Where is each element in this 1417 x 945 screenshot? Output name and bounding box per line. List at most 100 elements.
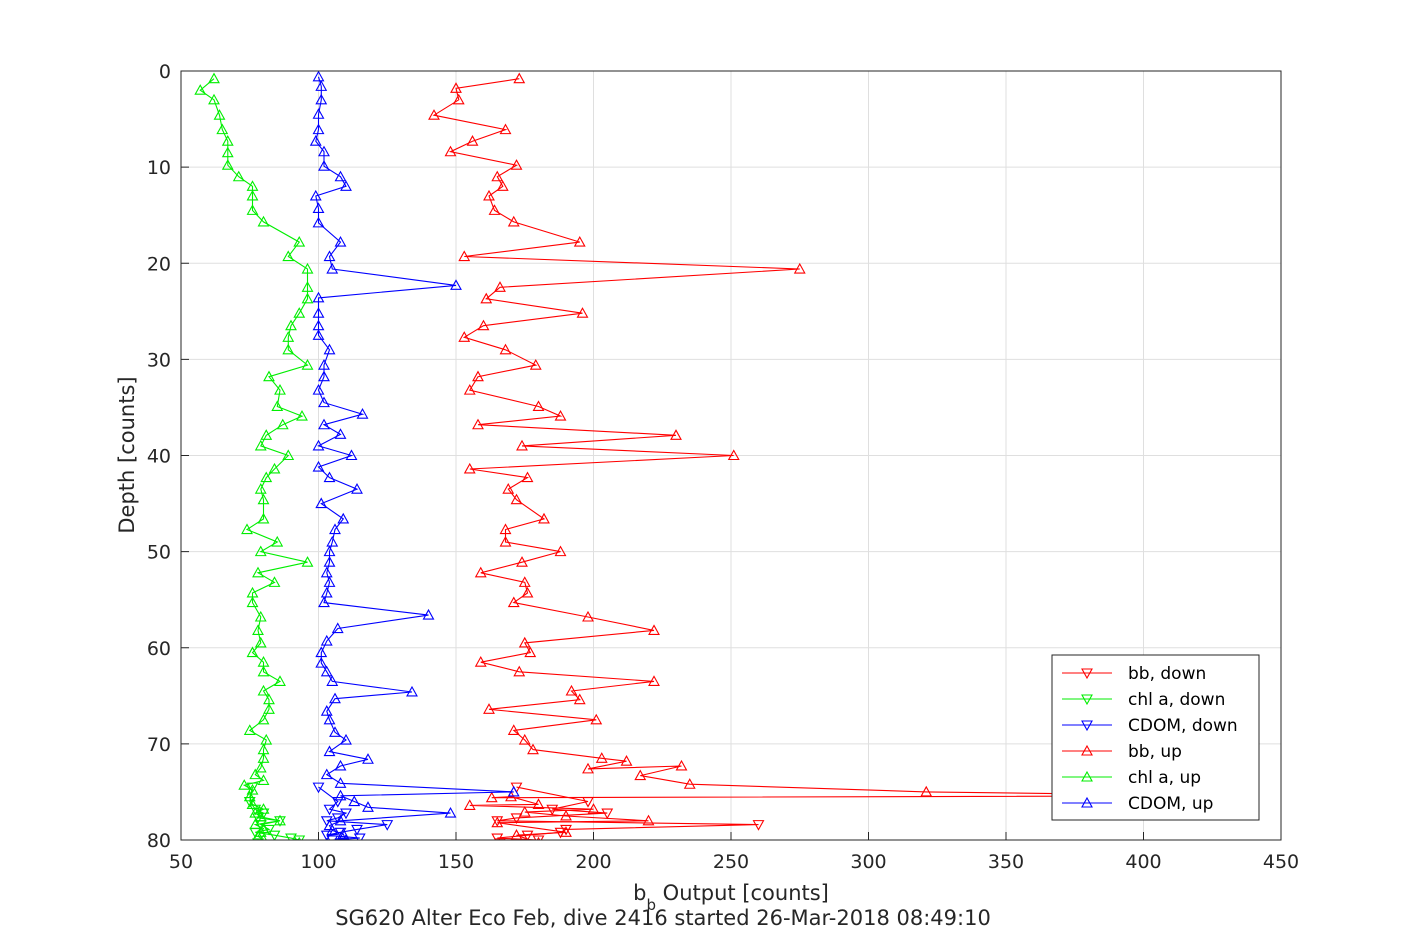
data-point — [208, 72, 220, 84]
data-point — [318, 145, 330, 157]
data-point — [565, 684, 578, 696]
legend-label: bb, down — [1128, 664, 1206, 684]
data-point — [642, 814, 655, 826]
data-point — [293, 835, 306, 840]
legend-swatch-marker — [1081, 668, 1093, 680]
data-point — [634, 769, 647, 781]
legend: bb, down chl a, down CDOM, down bb, up chl a… — [1051, 654, 1260, 821]
data-point — [249, 818, 262, 830]
data-point — [334, 170, 347, 182]
data-point — [254, 810, 267, 822]
data-point — [529, 359, 542, 370]
data-point — [356, 408, 369, 419]
data-point — [337, 828, 350, 839]
data-point — [428, 109, 440, 120]
data-point — [318, 160, 330, 171]
data-point — [518, 576, 531, 587]
data-point — [507, 724, 520, 735]
data-point — [513, 665, 526, 677]
data-point — [282, 331, 295, 342]
data-point — [510, 829, 523, 840]
data-point — [252, 566, 264, 578]
data-point — [246, 596, 259, 608]
data-point — [246, 204, 259, 215]
data-point — [510, 159, 523, 170]
x-axis-label-subscript: b — [646, 896, 656, 914]
data-point — [496, 180, 509, 191]
data-point — [257, 493, 270, 505]
data-point — [326, 824, 339, 835]
data-point — [208, 93, 220, 105]
data-point — [334, 428, 347, 439]
data-point — [499, 535, 512, 547]
data-point — [329, 726, 341, 737]
data-point — [254, 545, 267, 557]
data-point — [499, 523, 512, 535]
series-line — [315, 76, 514, 840]
data-point — [257, 803, 270, 814]
data-point — [320, 586, 333, 598]
data-point — [510, 493, 523, 505]
data-point — [249, 806, 262, 818]
data-point — [452, 93, 465, 105]
chart-caption: SG620 Alter Eco Feb, dive 2416 started 2… — [335, 906, 991, 930]
data-point — [329, 692, 341, 704]
data-point — [463, 384, 476, 395]
data-point — [282, 250, 295, 262]
data-point — [524, 646, 537, 658]
data-point — [502, 483, 515, 494]
data-point — [516, 556, 528, 567]
data-point — [257, 838, 259, 840]
data-point — [494, 838, 506, 840]
data-point — [254, 761, 267, 773]
data-point — [312, 460, 325, 472]
data-point — [312, 307, 325, 318]
legend-entry: chl a, up — [1062, 768, 1201, 788]
data-point — [521, 471, 534, 483]
data-point — [301, 281, 314, 292]
y-tick-label: 50 — [147, 542, 171, 564]
series-chl-a-up — [194, 72, 314, 840]
data-point — [326, 675, 339, 686]
data-point — [249, 768, 262, 780]
data-point — [554, 409, 567, 421]
data-point — [312, 108, 325, 119]
y-tick-label: 60 — [147, 638, 171, 660]
data-point — [491, 170, 504, 182]
data-point — [320, 705, 333, 716]
data-point — [268, 462, 281, 474]
y-tick-label: 20 — [147, 253, 171, 275]
data-point — [521, 830, 534, 840]
data-point — [323, 343, 336, 355]
y-axis-label: Depth [counts] — [115, 376, 139, 533]
data-point — [532, 835, 545, 840]
data-point — [334, 838, 347, 840]
data-point — [793, 262, 806, 274]
data-point — [257, 684, 270, 696]
data-point — [499, 343, 512, 355]
data-point — [326, 835, 339, 840]
data-point — [320, 634, 333, 646]
legend-label: bb, up — [1128, 742, 1182, 762]
y-tick-label: 80 — [147, 830, 171, 852]
data-point — [252, 830, 264, 840]
data-point — [312, 782, 325, 794]
data-point — [488, 204, 501, 215]
data-point — [494, 281, 506, 292]
data-point — [312, 329, 325, 340]
data-point — [243, 790, 256, 802]
data-point — [312, 384, 325, 395]
data-point — [483, 703, 495, 714]
data-point — [232, 170, 245, 182]
legend-swatch-marker — [1081, 744, 1093, 756]
series-bb-up — [428, 72, 1232, 840]
data-point — [518, 805, 531, 817]
data-point — [507, 785, 520, 797]
data-point — [315, 93, 328, 105]
x-tick-label: 350 — [988, 851, 1024, 873]
data-point — [312, 216, 325, 228]
data-point — [309, 135, 322, 146]
data-point — [513, 72, 526, 84]
data-point — [458, 331, 471, 342]
data-point — [243, 724, 256, 735]
